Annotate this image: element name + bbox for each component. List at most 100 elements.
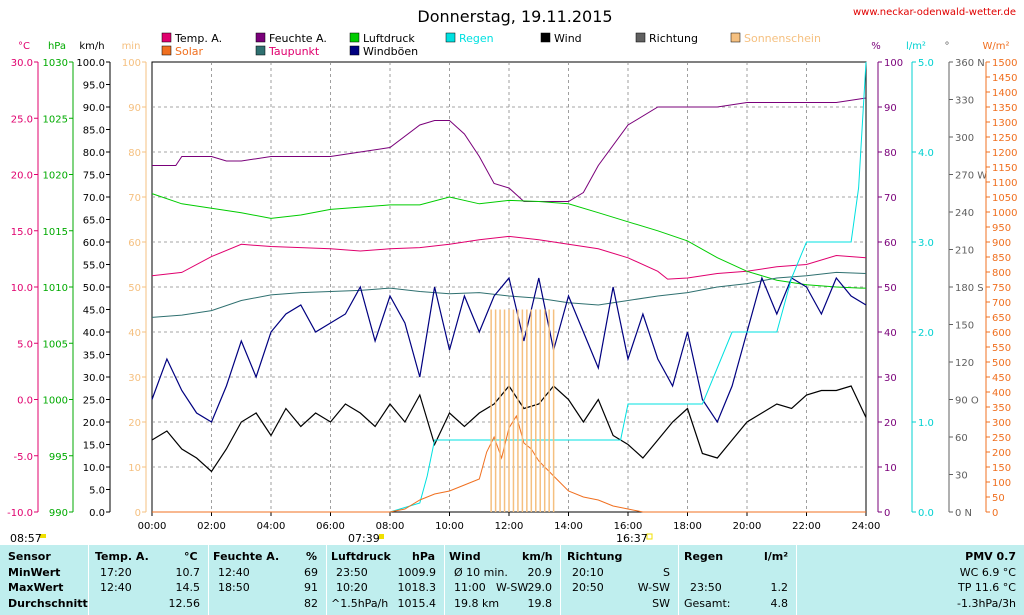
legend-swatch	[255, 32, 266, 43]
humidity-tick-label: 100	[884, 58, 903, 69]
wind-tick-label: 90.0	[83, 103, 105, 114]
solar-tick-label: 1500	[992, 58, 1017, 69]
luftdruck-avg-value: 1015.4	[397, 597, 437, 610]
temp-tick-label: 0.0	[17, 396, 33, 407]
solar-tick-label: 1150	[992, 163, 1017, 174]
rain-tick-label: 4.0	[918, 148, 934, 159]
solar-tick-label: 100	[992, 478, 1011, 489]
wind-tick-label: 30.0	[83, 373, 105, 384]
x-tick-label: 08:00	[376, 521, 405, 532]
legend-swatch	[349, 45, 360, 56]
rain-tick-label: 0.0	[918, 508, 934, 519]
humidity-tick-label: 80	[884, 148, 897, 159]
legend-label: Taupunkt	[268, 45, 320, 58]
direction-tick-label: 240	[955, 208, 974, 219]
wind-tick-label: 85.0	[83, 126, 105, 137]
pressure-tick-label: 1015	[43, 227, 68, 238]
solar-tick-label: 650	[992, 313, 1011, 324]
direction-tick-label: 270 W	[955, 171, 987, 182]
richtung-time-2: 20:50	[572, 581, 604, 594]
solar-tick-label: 1050	[992, 193, 1017, 204]
wind-unit: km/h	[522, 550, 553, 563]
chart-axes: 00:00 02:00 04:00 06:00 08:00 10:00 12:00 14:00…	[7, 41, 1017, 532]
regen-total-label: Gesamt:	[684, 597, 731, 610]
direction-tick-label: 90 O	[955, 396, 979, 407]
moonrise-label: 08:57	[10, 532, 42, 545]
humidity-tick-label: 30	[884, 373, 897, 384]
solar-tick-label: 150	[992, 463, 1011, 474]
legend-label: Regen	[459, 32, 494, 45]
direction-tick-label: 30	[955, 471, 968, 482]
x-tick-label: 20:00	[733, 521, 762, 532]
temp-tick-label: -5.0	[13, 452, 33, 463]
rain-tick-label: 3.0	[918, 238, 934, 249]
feuchte-avg-value: 82	[304, 597, 318, 610]
temp-tick-label: 15.0	[11, 227, 33, 238]
luftdruck-unit: hPa	[412, 550, 436, 563]
humidity-tick-label: 50	[884, 283, 897, 294]
wind-tick-label: 45.0	[83, 306, 105, 317]
pressure-axis-unit: hPa	[48, 41, 66, 52]
rain-tick-label: 1.0	[918, 418, 934, 429]
pressure-tick-label: 1020	[43, 171, 68, 182]
x-tick-label: 16:00	[614, 521, 643, 532]
sunshine-tick-label: 60	[128, 238, 141, 249]
temp-min-value: 10.7	[175, 566, 201, 579]
x-tick-label: 22:00	[792, 521, 821, 532]
feuchte-min-time: 12:40	[218, 566, 250, 579]
sunset-icon	[646, 533, 653, 540]
regen-max-value: 1.2	[770, 581, 789, 594]
humidity-axis-unit: %	[871, 41, 881, 52]
x-tick-label: 00:00	[138, 521, 167, 532]
x-tick-label: 24:00	[852, 521, 881, 532]
pmv-dewpoint: TP 11.6 °C	[957, 581, 1016, 594]
rain-tick-label: 5.0	[918, 58, 934, 69]
direction-tick-label: 300	[955, 133, 974, 144]
humidity-tick-label: 10	[884, 463, 897, 474]
richtung-time-1: 20:10	[572, 566, 604, 579]
wind-tick-label: 35.0	[83, 351, 105, 362]
pressure-tick-label: 1030	[43, 58, 68, 69]
humidity-tick-label: 70	[884, 193, 897, 204]
solar-tick-label: 1250	[992, 133, 1017, 144]
wind-header: Wind	[449, 550, 481, 563]
wind-tick-label: 95.0	[83, 81, 105, 92]
humidity-tick-label: 40	[884, 328, 897, 339]
wind-max-time: 11:00	[454, 581, 486, 594]
direction-tick-label: 0 N	[955, 508, 972, 519]
solar-tick-label: 750	[992, 283, 1011, 294]
pressure-tick-label: 1005	[43, 339, 68, 350]
sunshine-tick-label: 10	[128, 463, 141, 474]
website-label[interactable]: www.neckar-odenwald-wetter.de	[853, 7, 1016, 18]
wind-tick-label: 75.0	[83, 171, 105, 182]
sunshine-tick-label: 100	[122, 58, 141, 69]
temp-avg-value: 12.56	[168, 597, 201, 610]
regen-unit: l/m²	[764, 550, 789, 563]
pmv-header: PMV 0.7	[965, 550, 1016, 563]
wind-tick-label: 65.0	[83, 216, 105, 227]
solar-tick-label: 1100	[992, 178, 1017, 189]
solar-tick-label: 950	[992, 223, 1011, 234]
solar-tick-label: 0	[992, 508, 998, 519]
solar-tick-label: 1400	[992, 88, 1017, 99]
wind-tick-label: 20.0	[83, 418, 105, 429]
temp-tick-label: 25.0	[11, 114, 33, 125]
legend-swatch	[445, 32, 456, 43]
regen-total-value: 4.8	[770, 597, 789, 610]
pressure-tick-label: 1025	[43, 114, 68, 125]
solar-tick-label: 700	[992, 298, 1011, 309]
legend-label: Luftdruck	[363, 32, 415, 45]
direction-tick-label: 120	[955, 358, 974, 369]
x-tick-label: 10:00	[435, 521, 464, 532]
richtung-value-3: SW	[652, 597, 670, 610]
regen-header: Regen	[684, 550, 724, 563]
solar-tick-label: 800	[992, 268, 1011, 279]
temp-max-time: 12:40	[100, 581, 132, 594]
direction-axis-unit: °	[945, 41, 950, 52]
wind-tick-label: 5.0	[89, 486, 105, 497]
direction-tick-label: 150	[955, 321, 974, 332]
wind-tick-label: 0.0	[89, 508, 105, 519]
statistics-panel: Sensor MinWert MaxWert Durchschnitt Temp…	[0, 545, 1024, 615]
direction-tick-label: 180 S	[955, 283, 984, 294]
direction-tick-label: 330	[955, 96, 974, 107]
